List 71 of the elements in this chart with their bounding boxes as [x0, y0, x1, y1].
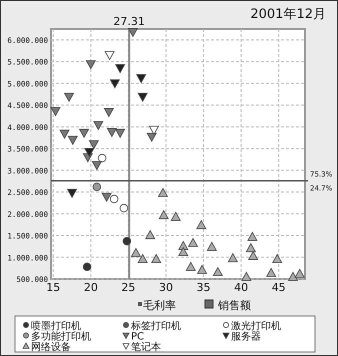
legend-label: 喷墨打印机 [31, 320, 81, 332]
point [228, 253, 238, 262]
point [131, 248, 141, 257]
point [151, 254, 162, 263]
point [145, 230, 156, 240]
legend-label: 标签打印机 [130, 320, 181, 332]
x-tick-label: 15 [46, 281, 60, 294]
point [110, 194, 118, 204]
point [128, 28, 138, 37]
point [196, 220, 206, 230]
point [110, 79, 120, 88]
point [294, 268, 305, 278]
point [138, 92, 148, 102]
point [115, 128, 126, 138]
x-axis-title: 毛利率 [143, 299, 176, 312]
point [247, 232, 258, 241]
x-tick-label: 30 [158, 281, 173, 294]
point [104, 108, 114, 117]
x-tick-label: 40 [234, 281, 248, 294]
point [266, 268, 276, 277]
point [170, 212, 181, 221]
point [146, 132, 157, 142]
point [92, 182, 102, 192]
text: 销售额 [217, 299, 251, 312]
point [246, 243, 256, 252]
point [50, 107, 60, 116]
point [206, 242, 217, 251]
legend-label: 多功能打印机 [31, 330, 91, 342]
point [104, 51, 115, 60]
point [120, 204, 128, 212]
legend-label: 网络设备 [31, 341, 71, 353]
x-tick-label: 20 [84, 281, 98, 294]
point [197, 264, 207, 274]
point [149, 126, 159, 135]
point [241, 272, 252, 281]
point [88, 140, 99, 150]
point [178, 247, 188, 256]
point [212, 267, 223, 276]
point [67, 188, 77, 198]
point [158, 188, 168, 197]
legend-label: PC [131, 332, 144, 342]
point [248, 251, 258, 260]
point [98, 154, 106, 162]
point [288, 272, 298, 281]
x-tick-label: 45 [272, 281, 286, 294]
point [115, 64, 126, 74]
point [64, 92, 74, 102]
legend-label: 服务器 [231, 330, 261, 342]
point [86, 60, 96, 70]
point [84, 148, 94, 157]
point [106, 128, 117, 137]
point [60, 130, 70, 139]
x-tick-label: 35 [196, 281, 211, 294]
point [186, 262, 196, 271]
point [138, 254, 148, 263]
point [82, 262, 92, 272]
point [158, 210, 169, 220]
point [93, 121, 104, 130]
point [188, 238, 198, 247]
point [102, 192, 112, 202]
legend-label: 激光打印机 [231, 320, 281, 332]
point [272, 254, 282, 263]
x-tick-label: 25 [121, 281, 136, 294]
point [92, 161, 102, 170]
point [79, 128, 89, 138]
point [68, 136, 78, 145]
legend-label: 笔记本 [131, 341, 161, 353]
text: 27.31 [113, 15, 145, 28]
point [122, 236, 132, 246]
point [136, 74, 146, 84]
chart-title: 2001年12月 [250, 7, 326, 22]
